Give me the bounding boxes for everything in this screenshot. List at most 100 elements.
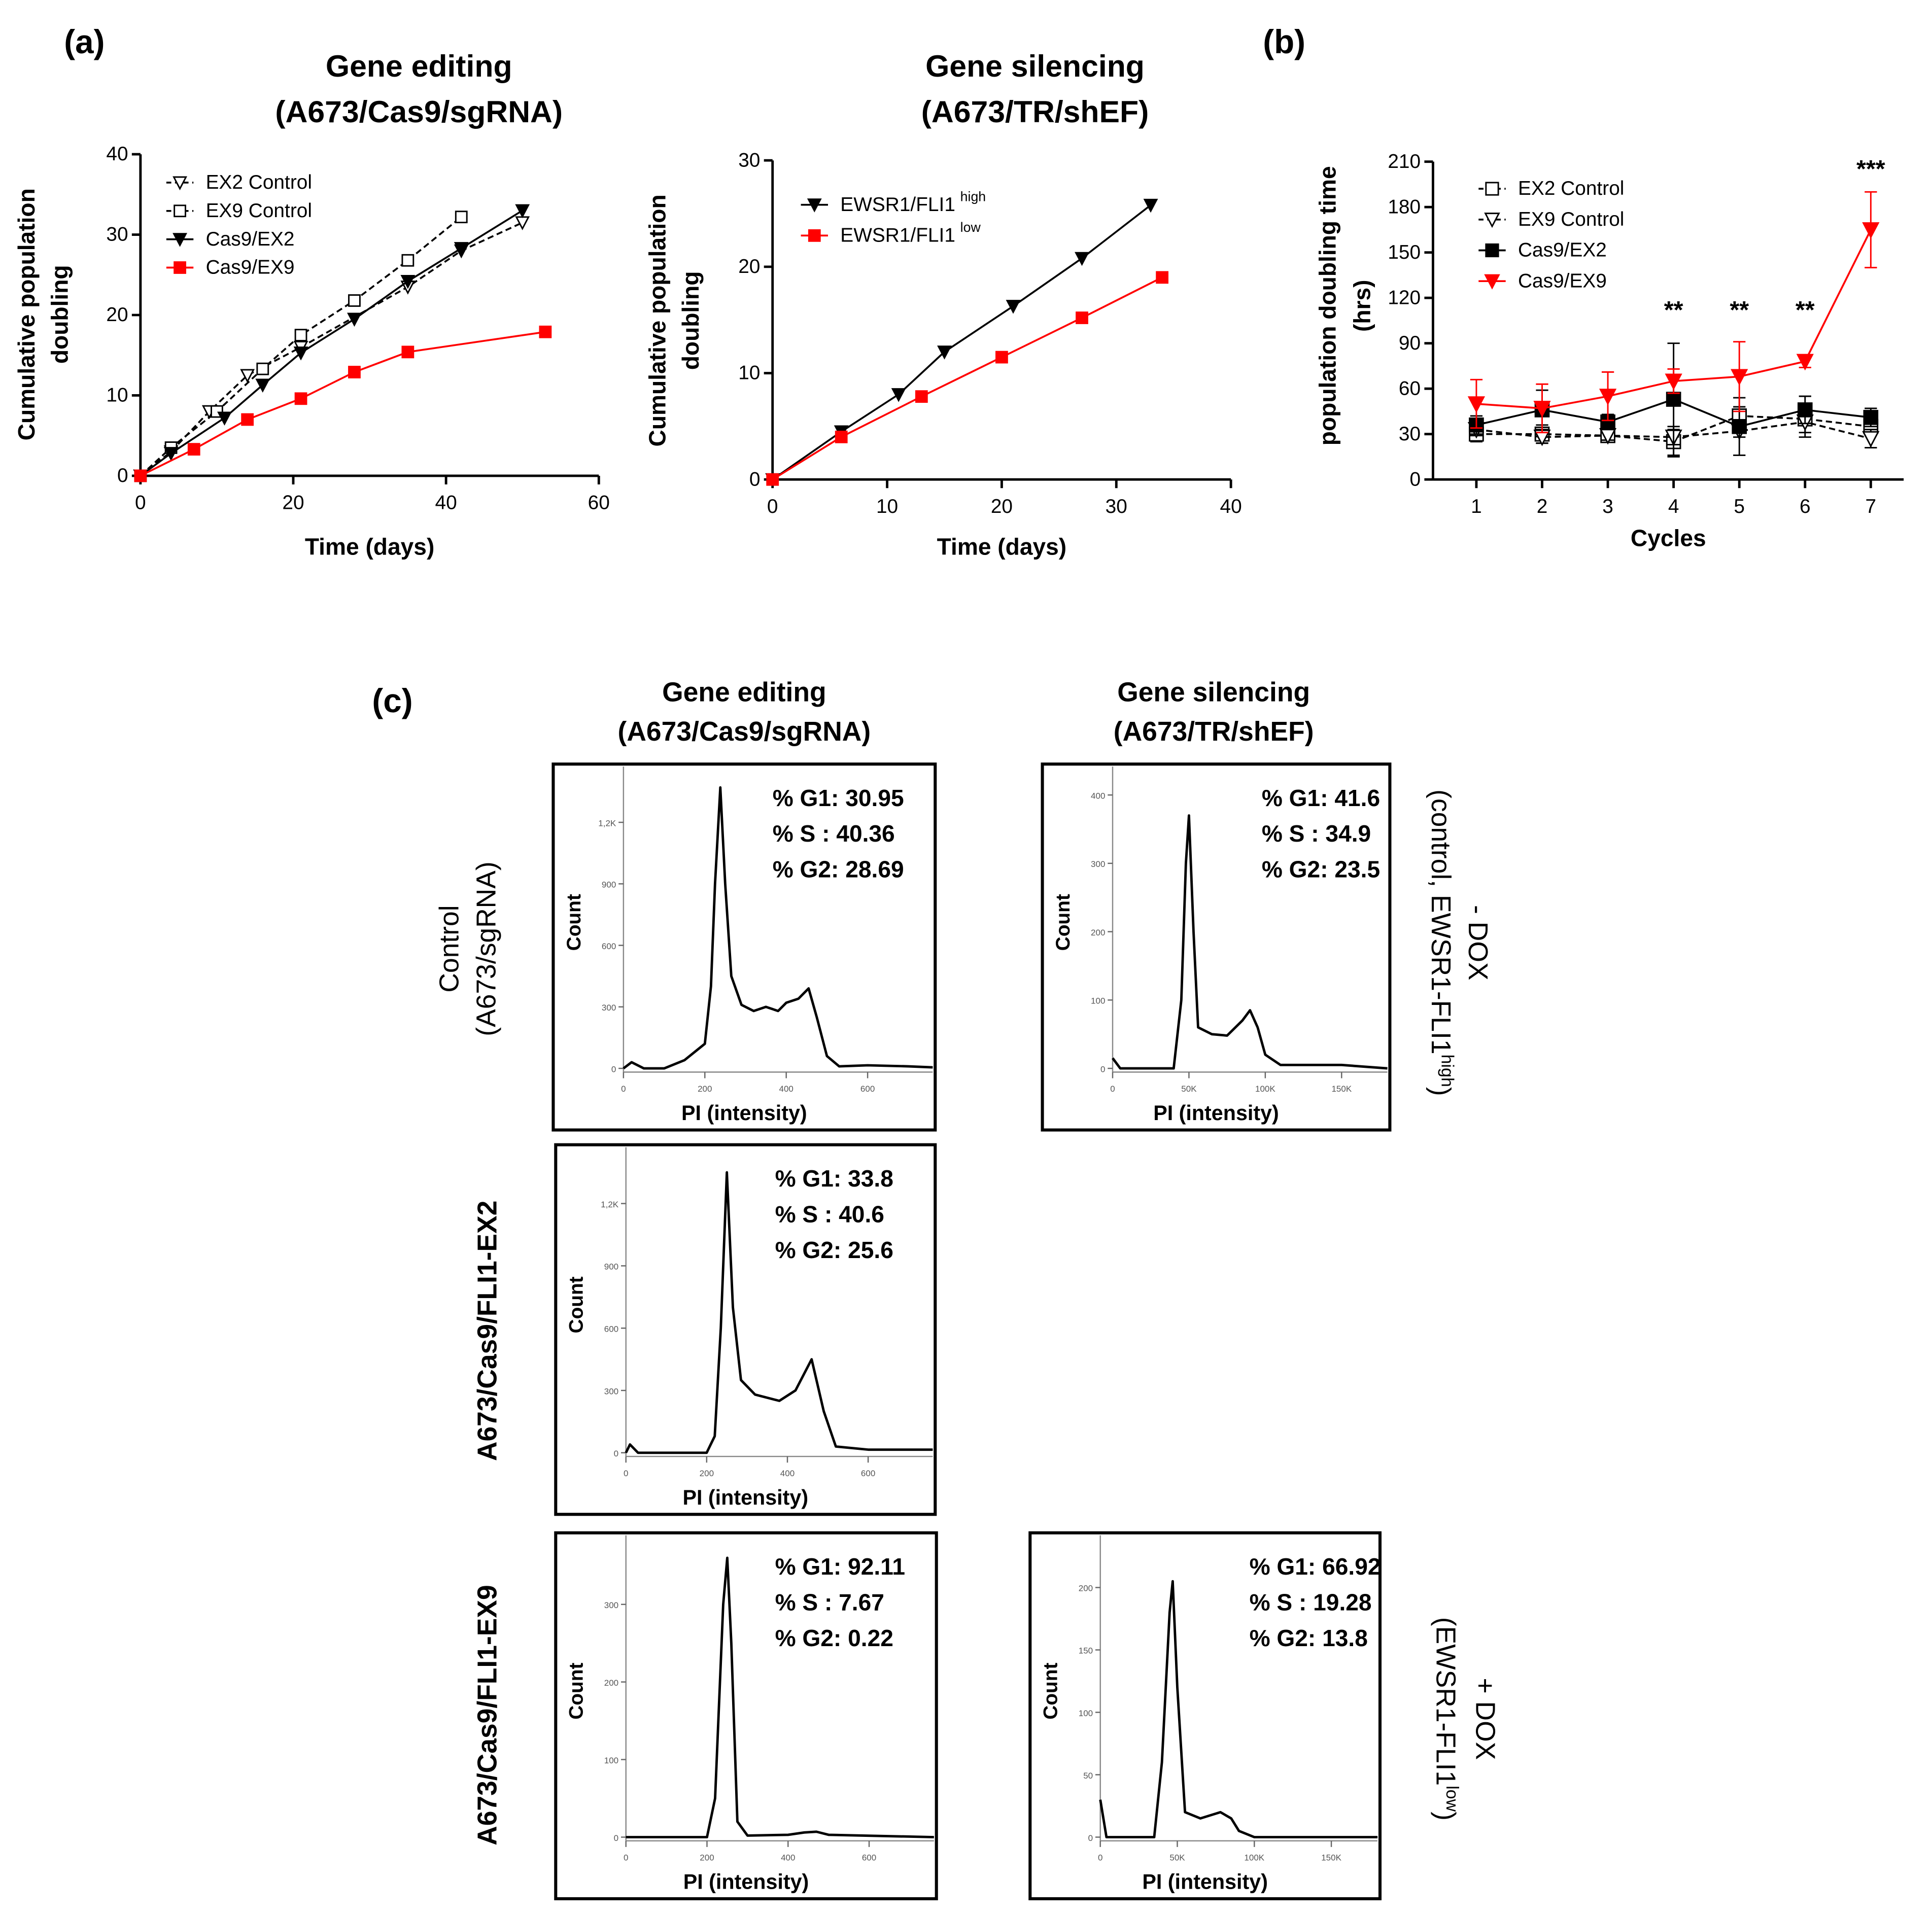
cell-cycle-stat: % G1: 66.92 [1250, 1553, 1381, 1580]
y-tick-label: 0 [1100, 1064, 1105, 1074]
histogram-frame [554, 1531, 938, 1900]
series-ex2-control: EX2 Control [133, 171, 530, 484]
marker-square [1485, 182, 1499, 196]
legend-label: EX9 Control [206, 200, 312, 222]
marker-square [401, 345, 415, 359]
x-tick-label: 1 [1471, 496, 1482, 517]
marker-square [1156, 271, 1169, 284]
y-tick-label: 30 [106, 224, 128, 246]
legend-label: EX2 Control [1518, 178, 1624, 199]
y-tick-label: 30 [738, 149, 760, 171]
series-cas9-ex9: Cas9/EX9 [1467, 191, 1880, 434]
y-tick-label: 10 [738, 362, 760, 384]
marker-square [294, 329, 307, 342]
marker-triangle-down [347, 312, 362, 327]
histogram-h_ctrl_edit: 0 200 400 600 0 300 600 900 1,2K Count PI (intensi… [551, 762, 937, 1132]
significance-label: ** [1664, 296, 1683, 324]
histogram-frame [554, 1143, 937, 1516]
y-axis-label: Count [1052, 894, 1074, 951]
x-tick-label: 3 [1602, 496, 1613, 517]
series-line [772, 204, 1152, 480]
panel-label-a: (a) [64, 23, 105, 60]
panel-label-c: (c) [372, 682, 412, 719]
chart-a_sil: 0 10 20 30 40 0 10 20 30 Cumulative population dou… [644, 149, 1241, 560]
legend-label-text: Cas9/EX2 [206, 228, 295, 250]
row-label-control-sub: (A673/sgRNA) [471, 861, 501, 1036]
x-tick-label: 0 [135, 492, 146, 514]
marker-triangle-down [1862, 431, 1880, 448]
cell-cycle-stat: % G2: 25.6 [775, 1237, 893, 1263]
subtitle-c-sil: (A673/TR/shEF) [1114, 717, 1314, 747]
x-tick-label: 50K [1169, 1853, 1185, 1863]
marker-square [401, 254, 415, 267]
legend-label: EX2 Control [206, 171, 312, 193]
marker-triangle-down [1075, 252, 1089, 266]
histogram-h_ex9: 0 200 400 600 0 100 200 300 Count PI (intensity)%… [554, 1531, 938, 1900]
marker-triangle-down [240, 369, 255, 384]
y-tick-label: 100 [1091, 996, 1105, 1006]
y-tick-label: 20 [106, 304, 128, 326]
legend-label: EX9 Control [1518, 208, 1624, 230]
y-axis-label: Cumulative population [13, 188, 40, 440]
y-tick-label: 200 [604, 1678, 618, 1688]
y-axis-label: Count [566, 1663, 588, 1720]
marker-triangle-down [807, 198, 822, 213]
marker-square [1666, 392, 1681, 407]
x-tick-label: 50K [1181, 1084, 1197, 1094]
y-tick-label: 30 [1399, 423, 1421, 445]
y-tick-label: 40 [106, 143, 128, 165]
cell-cycle-stat: % G1: 33.8 [775, 1165, 893, 1192]
y-tick-label: 400 [1091, 791, 1105, 800]
x-tick-label: 20 [282, 492, 304, 514]
chart-a_edit: 0 20 40 60 0 10 20 30 40 Cumulative population dou… [13, 143, 610, 560]
cell-cycle-stat: % G2: 13.8 [1250, 1625, 1368, 1651]
marker-triangle-down [1467, 396, 1486, 413]
series-line [140, 222, 523, 477]
x-tick-label: 0 [624, 1469, 628, 1478]
row-label-ex2: A673/Cas9/FLI1-EX2 [473, 1201, 503, 1461]
x-tick-label: 400 [779, 1084, 793, 1094]
x-tick-label: 600 [861, 1469, 875, 1478]
marker-square [241, 413, 254, 426]
row-label-ex9: A673/Cas9/FLI1-EX9 [473, 1585, 503, 1846]
marker-square [995, 351, 1008, 364]
marker-square [348, 294, 361, 307]
x-axis-label: Time (days) [937, 533, 1067, 560]
series-ex9-control: EX9 Control [134, 200, 468, 482]
marker-square [766, 473, 779, 486]
histogram-curve [1099, 1580, 1378, 1838]
legend-label-text: EX9 Control [1518, 208, 1624, 230]
x-tick-label: 400 [781, 1853, 795, 1863]
marker-square [539, 325, 552, 338]
cell-cycle-stat: % G1: 92.11 [775, 1553, 905, 1580]
x-tick-label: 6 [1800, 496, 1811, 517]
marker-triangle-down [937, 345, 952, 360]
marker-square [1485, 243, 1499, 258]
marker-triangle-down [400, 275, 416, 289]
x-tick-label: 40 [1220, 496, 1242, 517]
x-tick-label: 600 [860, 1084, 875, 1094]
y-tick-label: 1,2K [598, 818, 616, 828]
plus-dox-sub-text: (EWSR1-FLI1 [1431, 1617, 1461, 1786]
x-tick-label: 0 [1098, 1853, 1102, 1863]
cell-cycle-stat: % G1: 30.95 [773, 785, 904, 811]
y-tick-label: 900 [602, 880, 616, 890]
cell-cycle-stat: % S : 19.28 [1250, 1589, 1372, 1616]
y-axis-label: Count [1040, 1663, 1062, 1720]
y-tick-label: 50 [1083, 1771, 1093, 1781]
x-tick-label: 0 [1110, 1084, 1115, 1094]
y-tick-label: 10 [106, 385, 128, 406]
subtitle-a-edit: (A673/Cas9/sgRNA) [275, 94, 563, 129]
y-axis-label: doubling [677, 271, 704, 370]
row-label-control: Control [434, 905, 464, 992]
title-a-sil: Gene silencing [925, 49, 1145, 83]
y-tick-label: 200 [1079, 1584, 1093, 1593]
x-tick-label: 600 [862, 1853, 876, 1863]
marker-triangle-down [891, 388, 906, 402]
histogram-h_ex2: 0 200 400 600 0 300 600 900 1,2K Count PI (intensi… [554, 1143, 937, 1516]
cell-cycle-stat: % S : 40.36 [773, 820, 895, 847]
series-line [140, 331, 546, 477]
marker-triangle-down [515, 216, 530, 230]
